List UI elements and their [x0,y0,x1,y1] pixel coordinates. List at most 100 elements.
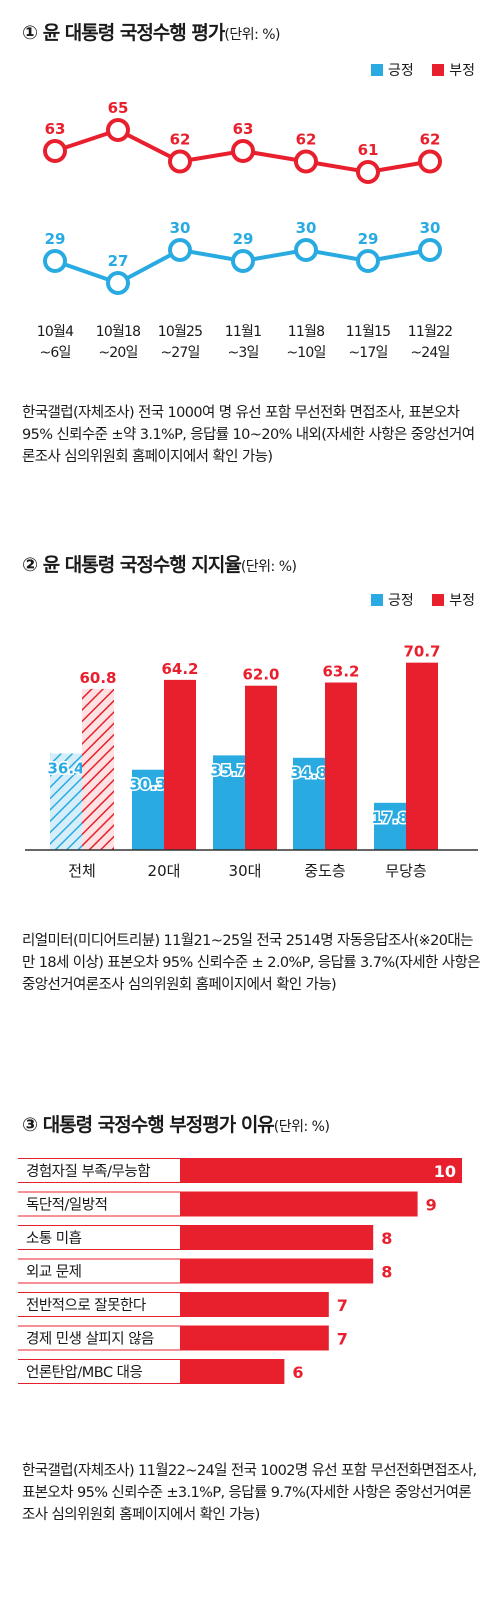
hbar-category-label: 독단적/일방적 [26,1197,107,1214]
section2-title: ② 윤 대통령 국정수행 지지율(단위: %) [22,550,297,577]
section2-note: 리얼미터(미디어트리뷴) 11월21~25일 전국 2514명 자동응답조사(※… [22,933,481,993]
bar-negative [325,682,357,850]
bar-value-label: 35.7 [210,761,247,779]
hbar-label-bg [18,1259,180,1283]
section3-title: ③ 대통령 국정수행 부정평가 이유(단위: %) [22,1110,330,1137]
data-label: 61 [358,141,379,159]
line-chart: 29 27 30 29 30 29 30 63 65 62 63 62 61 62 [43,99,442,295]
category-label: 중도층 [304,862,345,880]
section2-title-text: ② 윤 대통령 국정수행 지지율 [22,554,242,576]
period-label-line2: ~20일 [98,345,138,361]
period-label: 11월1 ~3일 [208,322,278,364]
bar-positive [132,769,164,850]
period-label-line2: ~3일 [227,345,259,361]
period-label-line1: 11월15 [345,324,391,340]
bar-value-label: 63.2 [322,663,359,681]
section1-title-text: ① 윤 대통령 국정수행 평가 [22,22,225,44]
hbar-value-label: 8 [381,1229,392,1248]
period-label-line2: ~17일 [348,345,388,361]
period-label: 10월18 ~20일 [83,322,153,364]
period-label-line1: 11월22 [407,324,453,340]
section3-unit: (단위: %) [273,1119,330,1135]
section2-unit: (단위: %) [240,559,297,575]
legend-negative-label: 부정 [449,63,475,79]
period-label-line2: ~10일 [286,345,326,361]
legend-negative-swatch [432,64,445,76]
hbar-value-label: 8 [381,1263,392,1282]
period-label: 10월4 ~6일 [20,322,90,364]
horizontal-bar-chart: 경험자질 부족/무능함 10 독단적/일방적 9 소통 미흡 8 외교 문제 8 전반적으로 잘… [18,1158,462,1384]
section-approval-trend: ① 윤 대통령 국정수행 평가(단위: %) 긍정 부정 29 27 30 29 30 2… [0,0,500,510]
hbar-label-bg [18,1360,180,1383]
bar-positive [213,755,245,850]
bar-value-label: 62.0 [242,666,279,684]
legend2-positive-label: 긍정 [388,593,414,609]
period-label-line1: 11월1 [224,324,262,340]
data-label: 30 [296,219,317,237]
bar-value-label: 30.3 [129,776,166,794]
hbar-label-bg [18,1293,180,1316]
section-negative-reasons: ③ 대통령 국정수행 부정평가 이유(단위: %) 경험자질 부족/무능함 10 독… [0,1080,500,1609]
hbar-label-bg [18,1326,180,1350]
data-point [43,139,67,163]
data-point [356,249,380,273]
hbar-label-bg [18,1159,180,1182]
bar-value-label: 34.8 [290,764,327,782]
bar-negative [245,685,277,850]
period-label-line2: ~24일 [410,345,450,361]
hbar-category-label: 외교 문제 [26,1264,81,1281]
legend2-positive: 긍정 [371,593,414,609]
section3-note: 한국갤럽(자체조사) 11월22~24일 전국 1002명 유선 포함 무선전화… [22,1463,477,1523]
data-point [43,249,67,273]
data-label: 63 [45,120,66,138]
period-label: 11월15 ~17일 [333,322,403,364]
data-label: 62 [170,131,191,149]
period-label-line1: 10월4 [36,324,74,340]
legend2-negative: 부정 [432,593,475,609]
hbar-category-label: 언론탄압/MBC 대응 [26,1364,143,1381]
data-label: 27 [108,252,129,270]
category-label: 무당층 [385,862,426,880]
bar-positive [293,757,325,850]
period-label-line2: ~27일 [160,345,200,361]
hbar-label-bg [18,1226,180,1249]
period-label-line1: 10월18 [95,324,141,340]
hbar-category-label: 경험자질 부족/무능함 [26,1163,150,1180]
hbar-value-label: 10 [434,1162,456,1181]
bar-value-label: 64.2 [161,660,198,678]
section2-legend: 긍정 부정 [357,590,475,610]
data-point [294,149,318,174]
data-point [294,238,318,262]
section1-title: ① 윤 대통령 국정수행 평가(단위: %) [22,18,281,45]
period-label-line1: 11월8 [287,324,325,340]
category-label: 20대 [148,862,181,880]
period-label-line1: 10월25 [157,324,203,340]
hbar-value-label: 9 [426,1196,437,1215]
data-label: 30 [170,219,191,237]
legend2-negative-swatch [432,594,445,606]
section1-note: 한국갤럽(자체조사) 전국 1000여 명 유선 포함 무선전화 면접조사, 표… [22,405,475,465]
bar-positive [50,753,82,850]
hbar-value-label: 7 [337,1296,348,1315]
data-point [168,149,192,174]
hbar-category-label: 전반적으로 잘못한다 [26,1297,146,1314]
bar-chart: 36.4 60.8 전체 30.3 64.2 20대 35.7 62.0 30대 34.8 63.2… [25,643,478,880]
data-label: 65 [108,99,129,117]
legend-positive-label: 긍정 [388,63,414,79]
bar-value-label: 60.8 [79,669,116,687]
hbar-value-label: 6 [292,1363,303,1382]
data-label: 30 [420,219,441,237]
hbar-label-bg [18,1192,180,1216]
data-point [418,238,442,262]
bar-value-label: 17.8 [371,809,408,827]
period-label: 11월8 ~10일 [271,322,341,364]
category-label: 30대 [229,862,262,880]
data-label: 29 [358,230,379,248]
hbar-value-label: 7 [337,1330,348,1349]
data-point [168,238,192,262]
section-approval-by-group: ② 윤 대통령 국정수행 지지율(단위: %) 긍정 부정 36.4 60.8 전체… [0,510,500,1080]
bar-value-label: 36.4 [47,760,84,778]
data-label: 29 [233,230,254,248]
legend-negative: 부정 [432,63,475,79]
data-label: 62 [296,131,317,149]
